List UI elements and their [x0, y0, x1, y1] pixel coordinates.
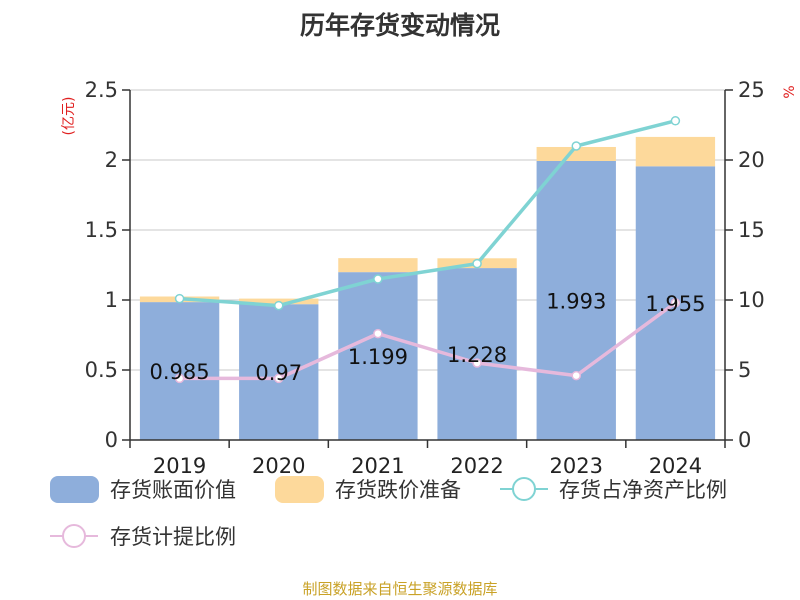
inventory-provision-ratio-line [177, 301, 678, 381]
inventory-net-asset-ratio-point [571, 141, 581, 151]
bar-book-value [338, 272, 418, 440]
left-tick-label: 2 [105, 148, 118, 172]
bar-value-label: 0.985 [150, 360, 210, 384]
right-tick-label: 20 [738, 148, 765, 172]
axes [129, 90, 726, 448]
x-tick-label: 2020 [252, 454, 305, 478]
bar-book-value [239, 304, 319, 440]
left-tick-label: 0.5 [85, 358, 118, 382]
legend-swatch-ratio-marker [512, 477, 536, 501]
bar-value-label: 1.199 [348, 345, 408, 369]
legend-swatch-reserve [275, 476, 324, 503]
x-tick-label: 2023 [550, 454, 603, 478]
inventory-provision-ratio-point [274, 373, 284, 384]
x-tick-label: 2024 [649, 454, 702, 478]
x-tick-label: 2022 [450, 454, 503, 478]
inventory-net-asset-ratio-point [472, 258, 482, 269]
bar-value-label: 1.955 [645, 292, 705, 316]
gridlines [130, 89, 725, 371]
bars [139, 136, 716, 441]
legend-swatch-book-value [50, 476, 99, 503]
inventory-provision-ratio-point [472, 358, 482, 368]
legend-label-book-value: 存货账面价值 [110, 478, 236, 502]
right-tick-label: 15 [738, 218, 765, 242]
source-note: 制图数据来自恒生聚源数据库 [302, 580, 497, 598]
right-tick-label: 10 [738, 288, 765, 312]
x-tick-label: 2021 [351, 454, 404, 478]
left-axis-unit-label: (亿元) [61, 97, 77, 136]
x-tick-label: 2019 [153, 454, 206, 478]
bar-book-value [536, 160, 616, 441]
inventory-net-asset-ratio-line [177, 119, 678, 308]
inventory-provision-ratio-point [571, 370, 581, 381]
inventory-provision-ratio-point [174, 373, 185, 384]
right-axis-unit-label: % [782, 85, 798, 98]
inventory-net-asset-ratio-point [373, 274, 383, 284]
bar-book-value [139, 302, 220, 440]
right-tick-label: 0 [738, 428, 751, 452]
left-tick-label: 2.5 [85, 78, 118, 102]
chart-title: 历年存货变动情况 [300, 11, 500, 40]
tick-labels: 0 0.5 1 1.5 2 2.5 0 5 10 15 20 25 2019 2020 2021 2022 20… [85, 78, 765, 478]
left-tick-label: 1 [105, 288, 118, 312]
inventory-provision-ratio-point [373, 328, 383, 339]
right-tick-label: 5 [738, 358, 751, 382]
inventory-provision-ratio-point [670, 298, 681, 308]
bar-impairment-reserve [536, 146, 616, 161]
data-labels: 0.985 0.97 1.199 1.228 1.993 1.955 [150, 289, 706, 385]
bar-value-label: 0.97 [255, 361, 302, 385]
legend-label-provision: 存货计提比例 [110, 525, 236, 549]
legend-label-reserve: 存货跌价准备 [335, 478, 461, 502]
right-tick-label: 25 [738, 78, 765, 102]
legend-label-ratio: 存货占净资产比例 [559, 478, 727, 502]
lines [174, 116, 681, 384]
left-tick-label: 1.5 [85, 218, 118, 242]
bar-impairment-reserve [635, 136, 716, 167]
bar-value-label: 1.993 [546, 289, 606, 313]
left-tick-label: 0 [105, 428, 118, 452]
inventory-net-asset-ratio-point [670, 116, 681, 126]
bar-impairment-reserve [338, 258, 418, 273]
bar-value-label: 1.228 [447, 343, 507, 367]
inventory-net-asset-ratio-point [174, 293, 185, 304]
inventory-net-asset-ratio-point [274, 300, 284, 311]
legend-swatch-provision-marker [62, 524, 86, 548]
